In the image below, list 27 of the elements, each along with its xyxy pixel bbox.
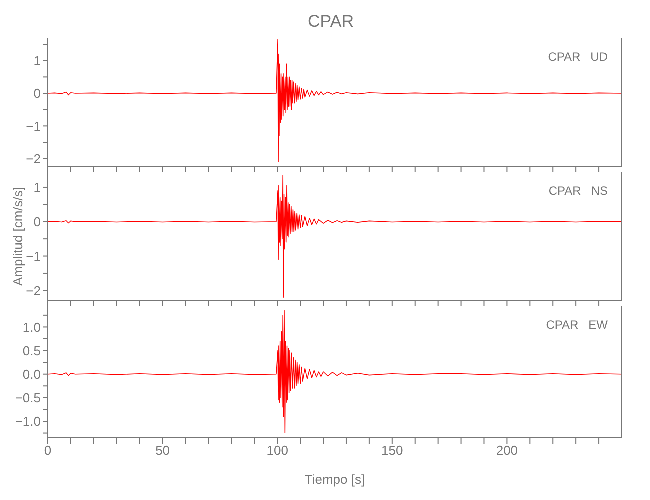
- y-tick-label: −1.0: [15, 414, 41, 430]
- y-tick-label: −1: [26, 118, 41, 134]
- x-tick-label: 200: [496, 443, 518, 458]
- y-tick-label: 0.0: [22, 366, 41, 382]
- y-tick-label: −1: [26, 248, 41, 264]
- annotation: CPAR EW: [546, 318, 608, 332]
- annotation: CPAR NS: [548, 184, 608, 198]
- y-axis-title: Amplitud [cm/s/s]: [10, 186, 26, 288]
- line-series: [48, 310, 622, 434]
- x-tick-label: 0: [44, 443, 52, 458]
- y-tick-label: 1: [34, 53, 41, 68]
- line-series: [48, 39, 622, 162]
- y-tick-label: −0.5: [15, 390, 41, 406]
- y-tick-label: 0: [34, 214, 41, 230]
- chart-title: CPAR: [307, 11, 355, 33]
- y-tick-label: −2: [26, 151, 41, 166]
- y-tick-label: 0: [34, 86, 41, 102]
- y-tick-label: 1: [34, 180, 41, 196]
- x-tick-label: 100: [266, 443, 288, 458]
- annotation: CPAR UD: [548, 50, 608, 64]
- x-axis-title: Tiempo [s]: [304, 472, 366, 487]
- y-tick-label: 0.5: [22, 343, 41, 358]
- line-series: [48, 175, 622, 298]
- x-tick-label: 50: [156, 443, 170, 458]
- x-tick-label: 150: [382, 443, 404, 458]
- y-tick-label: −2: [26, 283, 41, 298]
- y-tick-label: 1.0: [22, 320, 41, 335]
